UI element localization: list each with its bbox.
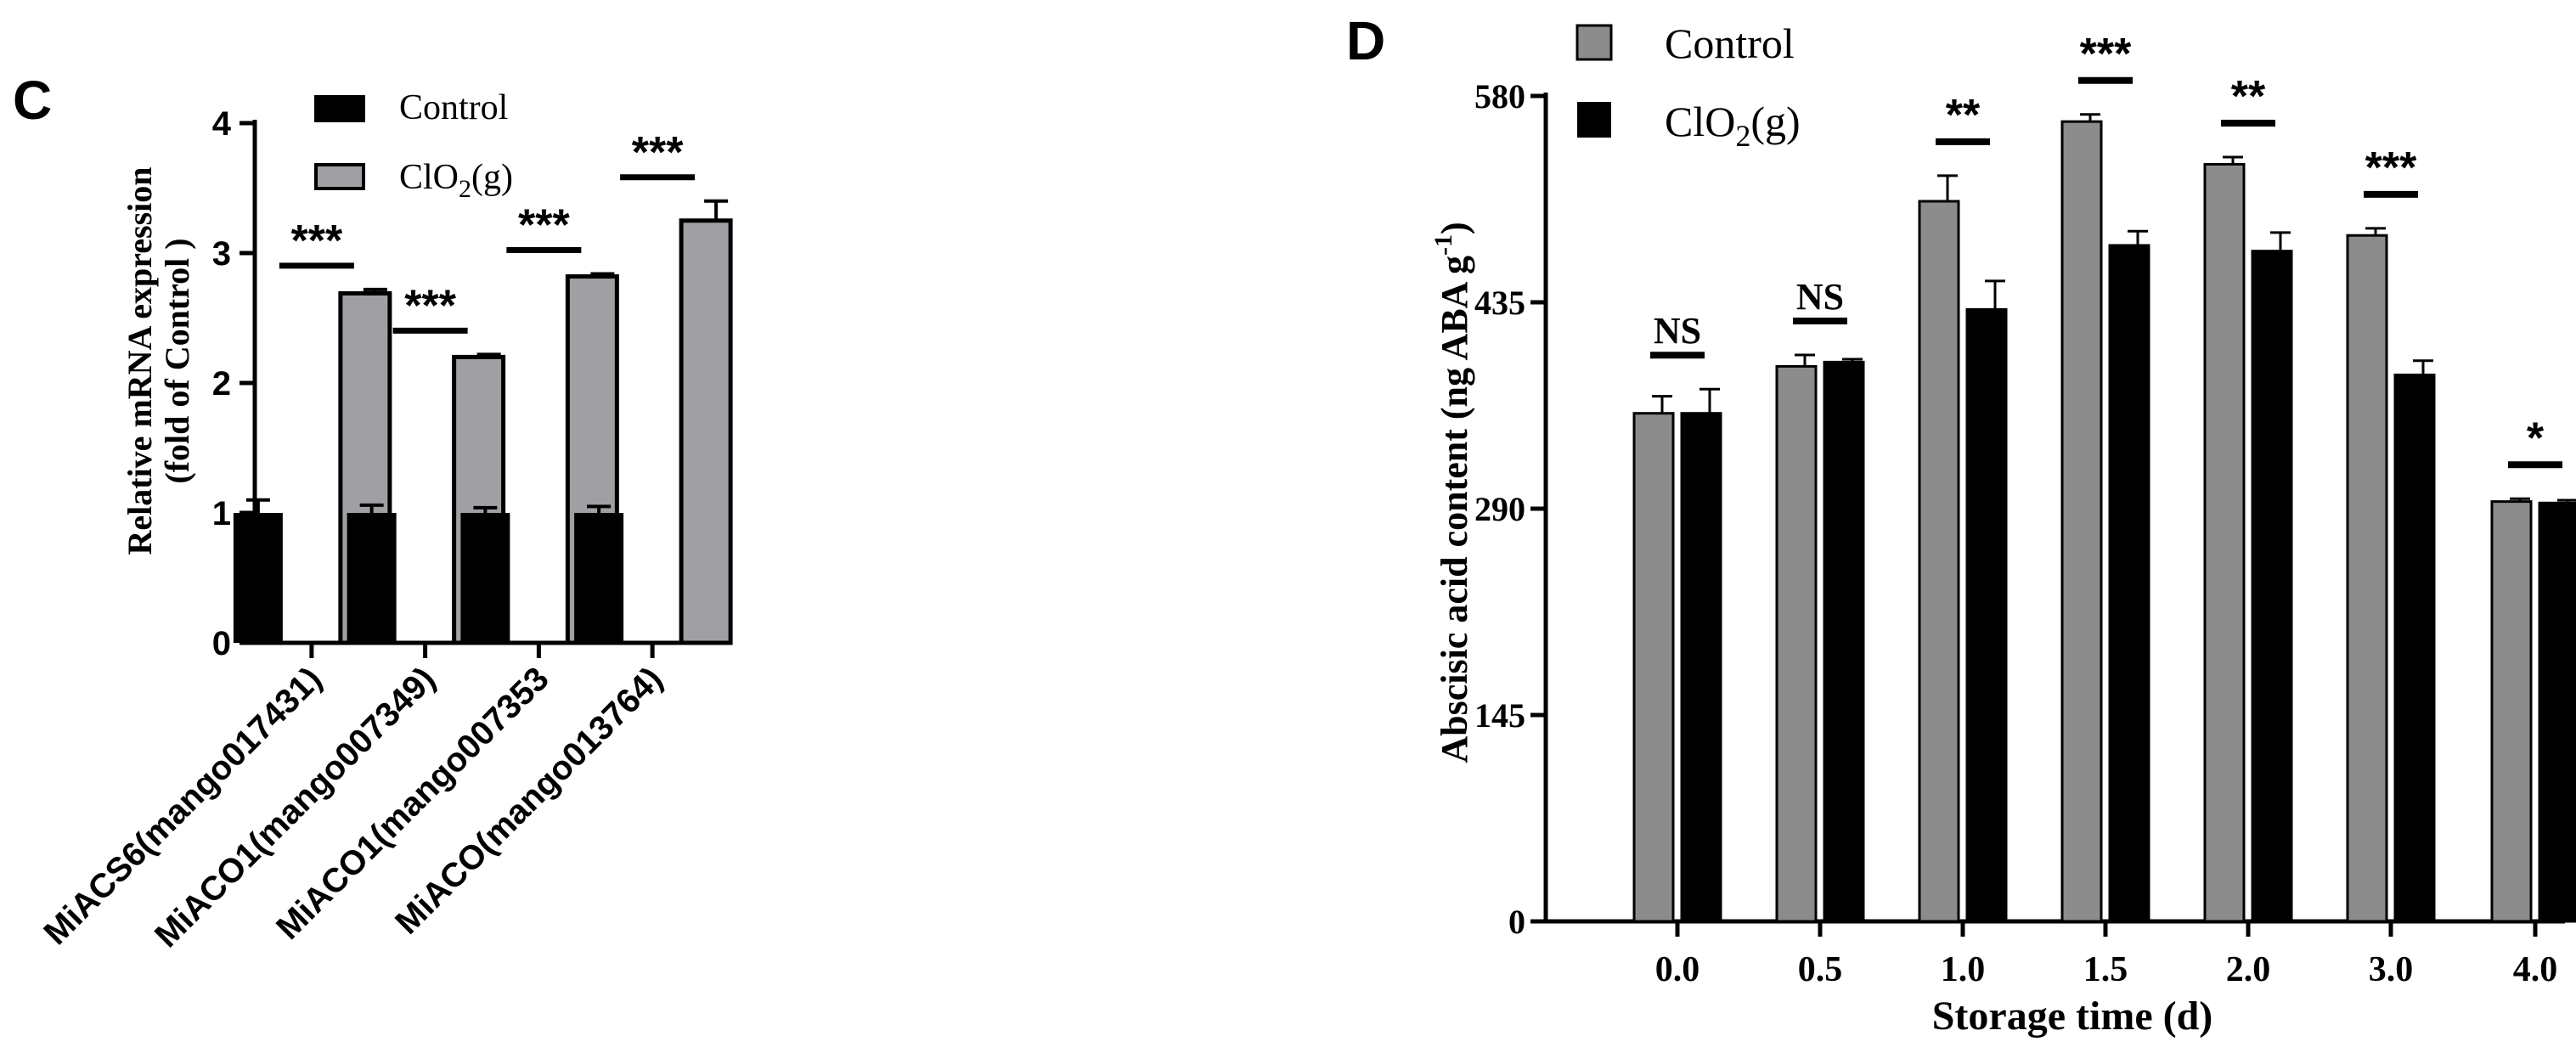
- panel-c-ytick-label: 2: [212, 365, 231, 403]
- panel-d-xtick-label: 1.0: [1941, 950, 1986, 989]
- panel-d-bar: [1918, 200, 1960, 923]
- panel-c-significance-label: ***: [404, 281, 456, 330]
- panel-d-bar: [2346, 234, 2388, 923]
- panel-c-significance-label: ***: [632, 128, 684, 177]
- panel-d-legend-clo2: ClO2(g): [1665, 98, 1801, 153]
- panel-d-bar: [1823, 360, 1865, 923]
- panel-c-bar: [574, 513, 624, 643]
- panel-c-bar: [460, 513, 510, 643]
- panel-c-ytick-label: 4: [212, 105, 232, 143]
- panel-d-bar: [1632, 412, 1675, 923]
- panel-d-plot-area: 0 145 290 435 580 0.0 NS 0.5 NS 1.0 ** 1.5 *** 2.0 ** 3…: [1474, 30, 2576, 989]
- panel-c: C Relative mRNA expression (fold of Cont…: [13, 70, 733, 954]
- panel-c-significance-label: ***: [518, 200, 570, 250]
- panel-d-significance-label: **: [1946, 91, 1981, 140]
- panel-d-xtick-label: 4.0: [2513, 950, 2558, 989]
- panel-d-ytick-label: 0: [1508, 903, 1525, 941]
- panel-c-bar: [679, 218, 733, 645]
- panel-d-significance-label: NS: [1796, 276, 1844, 318]
- panel-d-bar: [2060, 120, 2103, 923]
- panel-d-letter: D: [1346, 10, 1385, 71]
- panel-d-ytick-label: 580: [1474, 77, 1525, 115]
- panel-d-significance-label: **: [2231, 72, 2266, 121]
- panel-d-xtick-label: 2.0: [2226, 950, 2271, 989]
- panel-c-letter: C: [13, 70, 52, 131]
- panel-c-bar: [347, 513, 397, 643]
- panel-d-bar: [2108, 244, 2150, 923]
- panel-d-bar: [2538, 501, 2576, 923]
- panel-d-legend-swatch-control: [1575, 24, 1613, 61]
- panel-d-xtick-label: 3.0: [2369, 950, 2414, 989]
- panel-c-legend-clo2: ClO2(g): [399, 158, 513, 203]
- panel-d-significance-label: NS: [1654, 310, 1701, 352]
- panel-d-bar: [2490, 500, 2533, 923]
- panel-d-significance-label: *: [2527, 414, 2545, 463]
- panel-d-xtick-label: 0.0: [1655, 950, 1700, 989]
- panel-c-ytick-label: 0: [212, 625, 231, 662]
- panel-d-significance-label: ***: [2365, 144, 2417, 193]
- panel-c-legend-control: Control: [399, 88, 508, 127]
- panel-d-ytick-label: 290: [1474, 490, 1525, 528]
- panel-d-legend-swatch-clo2: [1577, 102, 1611, 138]
- panel-d-significance-label: ***: [2080, 30, 2132, 79]
- panel-d-bar: [1775, 364, 1818, 923]
- panel-d-bar: [1680, 412, 1722, 923]
- panel-d-ytick-label: 435: [1474, 284, 1525, 322]
- panel-c-legend-swatch-control: [314, 95, 365, 122]
- panel-d-xlabel: Storage time (d): [1932, 994, 2213, 1039]
- panel-c-ytick-label: 1: [212, 495, 231, 532]
- panel-d-bar: [2393, 373, 2436, 923]
- panel-c-ylabel-line1: Relative mRNA expression: [121, 167, 159, 555]
- panel-d-bar: [2203, 162, 2246, 923]
- panel-c-bar: [233, 513, 283, 643]
- panel-c-ylabel-line2: (fold of Control ): [158, 238, 196, 483]
- panel-d-ylabel: Abscisic acid content (ng ABA g-1): [1429, 222, 1475, 763]
- panel-c-significance-label: ***: [291, 217, 343, 266]
- panel-c-legend-swatch-clo2: [314, 163, 365, 190]
- panel-d-bar: [1965, 307, 2008, 923]
- panel-d-legend-control: Control: [1665, 20, 1795, 67]
- panel-c-ytick-label: 3: [212, 235, 231, 273]
- panel-d-ytick-label: 145: [1474, 696, 1525, 735]
- panel-d: D Abscisic acid content (ng ABA g-1) Sto…: [1346, 10, 2576, 1039]
- panel-d-xtick-label: 0.5: [1798, 950, 1843, 989]
- panel-d-xtick-label: 1.5: [2083, 950, 2128, 989]
- panel-d-bar: [2251, 250, 2293, 923]
